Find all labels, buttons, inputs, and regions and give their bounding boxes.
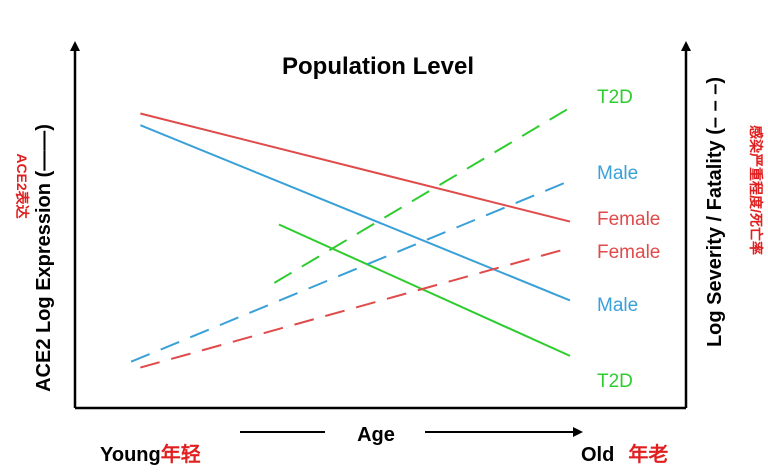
chart-title: Population Level xyxy=(282,53,474,80)
x-axis-label: Age xyxy=(357,424,395,446)
y-left-label: ACE2 Log Expression (——) xyxy=(33,124,55,392)
x-end-label-cn: 年老 xyxy=(628,442,668,466)
x-end-label: Old 年老 xyxy=(581,442,668,466)
series-label-female-3: Female xyxy=(597,242,660,263)
y-right-label-cn: 感染严重程度/死亡率 xyxy=(748,125,764,255)
series-layer xyxy=(130,106,571,369)
x-end-label-en: Old xyxy=(581,444,614,466)
series-line-t2d-solid xyxy=(278,223,571,357)
series-label-t2d-5: T2D xyxy=(597,371,633,392)
y-right-label: Log Severity / Fatality (– – –) xyxy=(704,77,726,347)
y-left-label-cn: ACE2表达 xyxy=(14,153,30,218)
x-start-label-en: Young xyxy=(100,444,161,466)
series-line-t2d-dashed xyxy=(273,106,571,284)
series-label-female-2: Female xyxy=(597,209,660,230)
series-label-male-1: Male xyxy=(597,163,638,184)
series-label-t2d-0: T2D xyxy=(597,87,633,108)
series-line-female-dashed xyxy=(140,246,571,369)
x-start-label-cn: 年轻 xyxy=(161,442,201,466)
series-line-female-solid xyxy=(140,112,571,223)
series-line-male-solid xyxy=(139,124,571,302)
series-line-male-dashed xyxy=(130,179,571,363)
x-start-label: Young年轻 xyxy=(100,442,201,466)
series-label-male-4: Male xyxy=(597,295,638,316)
series-label-layer: T2D Male Female Female Male T2D xyxy=(597,87,660,392)
